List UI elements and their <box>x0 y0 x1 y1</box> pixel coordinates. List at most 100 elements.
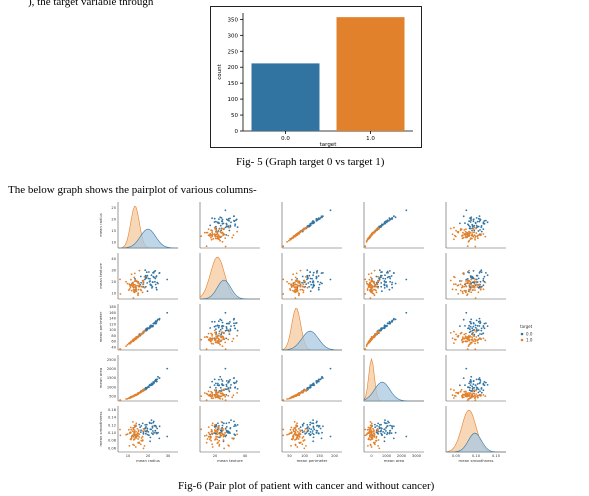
scatter-point-0.0 <box>477 230 480 232</box>
pairplot-y-tick-label: 30 <box>111 268 116 272</box>
scatter-point-1.0 <box>130 428 133 431</box>
scatter-point-1.0 <box>136 335 139 338</box>
scatter-point-1.0 <box>210 236 212 239</box>
scatter-point-0.0 <box>312 426 315 429</box>
scatter-point-1.0 <box>305 445 307 447</box>
pairplot-y-axis-label: mean texture <box>98 262 103 288</box>
scatter-point-0.0 <box>155 286 158 289</box>
scatter-point-0.0 <box>486 325 489 327</box>
scatter-point-0.0 <box>479 333 481 335</box>
scatter-point-1.0 <box>217 428 220 431</box>
scatter-point-0.0 <box>472 329 474 332</box>
scatter-point-1.0 <box>476 394 479 397</box>
scatter-point-0.0 <box>319 427 322 430</box>
scatter-point-1.0 <box>125 280 127 283</box>
scatter-point-1.0 <box>221 240 224 243</box>
scatter-point-0.0 <box>475 224 478 227</box>
scatter-point-1.0 <box>130 278 132 281</box>
pairplot-y-tick-label: 0.16 <box>108 408 117 412</box>
scatter-point-1.0 <box>228 226 230 229</box>
scatter-point-1.0 <box>136 392 139 395</box>
scatter-point-1.0 <box>223 434 226 437</box>
scatter-point-1.0 <box>469 281 472 284</box>
scatter-point-1.0 <box>218 235 221 238</box>
scatter-point-1.0 <box>205 348 208 350</box>
scatter-point-0.0 <box>483 220 486 222</box>
scatter-point-1.0 <box>469 397 472 400</box>
scatter-point-1.0 <box>459 390 462 393</box>
scatter-point-1.0 <box>142 447 145 450</box>
scatter-point-1.0 <box>378 332 381 334</box>
scatter-point-0.0 <box>225 326 228 328</box>
scatter-point-0.0 <box>141 422 144 425</box>
scatter-point-0.0 <box>221 218 224 221</box>
scatter-point-0.0 <box>301 429 303 432</box>
scatter-point-1.0 <box>224 348 227 350</box>
scatter-point-0.0 <box>482 325 485 327</box>
scatter-point-1.0 <box>137 435 139 437</box>
scatter-point-0.0 <box>156 319 159 322</box>
pairplot-x-axis-label: mean radius <box>136 458 160 463</box>
scatter-point-1.0 <box>142 279 145 282</box>
scatter-point-0.0 <box>311 430 314 432</box>
scatter-point-0.0 <box>225 337 228 340</box>
scatter-point-0.0 <box>467 223 469 226</box>
scatter-point-0.0 <box>225 422 228 425</box>
scatter-point-1.0 <box>286 280 288 283</box>
scatter-point-0.0 <box>383 440 386 443</box>
scatter-point-1.0 <box>468 230 470 233</box>
scatter-point-0.0 <box>225 388 228 391</box>
scatter-point-1.0 <box>476 339 479 341</box>
scatter-point-1.0 <box>219 343 221 346</box>
scatter-point-1.0 <box>286 398 288 400</box>
scatter-point-1.0 <box>205 441 208 444</box>
scatter-point-0.0 <box>150 419 153 421</box>
legend-marker-1.0 <box>520 338 524 342</box>
pairplot-x-tick-label: 0.15 <box>492 454 500 458</box>
scatter-point-1.0 <box>466 394 469 396</box>
scatter-point-0.0 <box>218 384 221 387</box>
scatter-point-1.0 <box>296 430 299 433</box>
scatter-point-1.0 <box>304 389 307 392</box>
scatter-point-1.0 <box>453 238 455 241</box>
kde-curve-0.0 <box>281 330 342 351</box>
scatter-point-0.0 <box>483 384 486 387</box>
scatter-point-1.0 <box>293 286 295 288</box>
scatter-point-0.0 <box>228 381 231 383</box>
scatter-point-1.0 <box>205 245 208 248</box>
scatter-point-1.0 <box>288 239 290 242</box>
scatter-point-0.0 <box>220 217 223 219</box>
scatter-point-0.0 <box>236 424 239 426</box>
scatter-point-0.0 <box>479 381 481 384</box>
scatter-point-0.0 <box>478 317 481 320</box>
scatter-point-0.0 <box>318 283 321 286</box>
scatter-point-0.0 <box>309 280 312 283</box>
scatter-point-1.0 <box>203 392 206 394</box>
scatter-point-1.0 <box>470 291 473 294</box>
pairplot-x-tick-label: 40 <box>243 454 248 458</box>
scatter-point-1.0 <box>367 341 370 344</box>
scatter-point-1.0 <box>224 395 227 398</box>
scatter-point-0.0 <box>229 225 232 228</box>
scatter-point-0.0 <box>166 367 169 370</box>
scatter-point-0.0 <box>371 278 373 280</box>
scatter-point-1.0 <box>137 438 139 440</box>
scatter-point-1.0 <box>303 279 306 282</box>
scatter-point-0.0 <box>389 429 392 432</box>
fig5-y-tick-label: 250 <box>228 49 239 55</box>
scatter-point-0.0 <box>145 426 147 428</box>
scatter-point-1.0 <box>222 439 225 441</box>
pairplot-cell-1-4 <box>445 253 506 300</box>
scatter-point-1.0 <box>119 428 121 431</box>
scatter-point-0.0 <box>482 221 485 224</box>
scatter-point-0.0 <box>483 322 486 325</box>
scatter-point-1.0 <box>465 228 467 231</box>
scatter-point-1.0 <box>211 335 213 337</box>
scatter-point-0.0 <box>146 433 149 436</box>
scatter-point-1.0 <box>369 286 372 288</box>
scatter-point-0.0 <box>146 427 149 430</box>
scatter-point-0.0 <box>476 220 479 223</box>
scatter-point-0.0 <box>315 431 318 434</box>
scatter-point-1.0 <box>462 234 464 236</box>
scatter-point-1.0 <box>475 331 477 333</box>
